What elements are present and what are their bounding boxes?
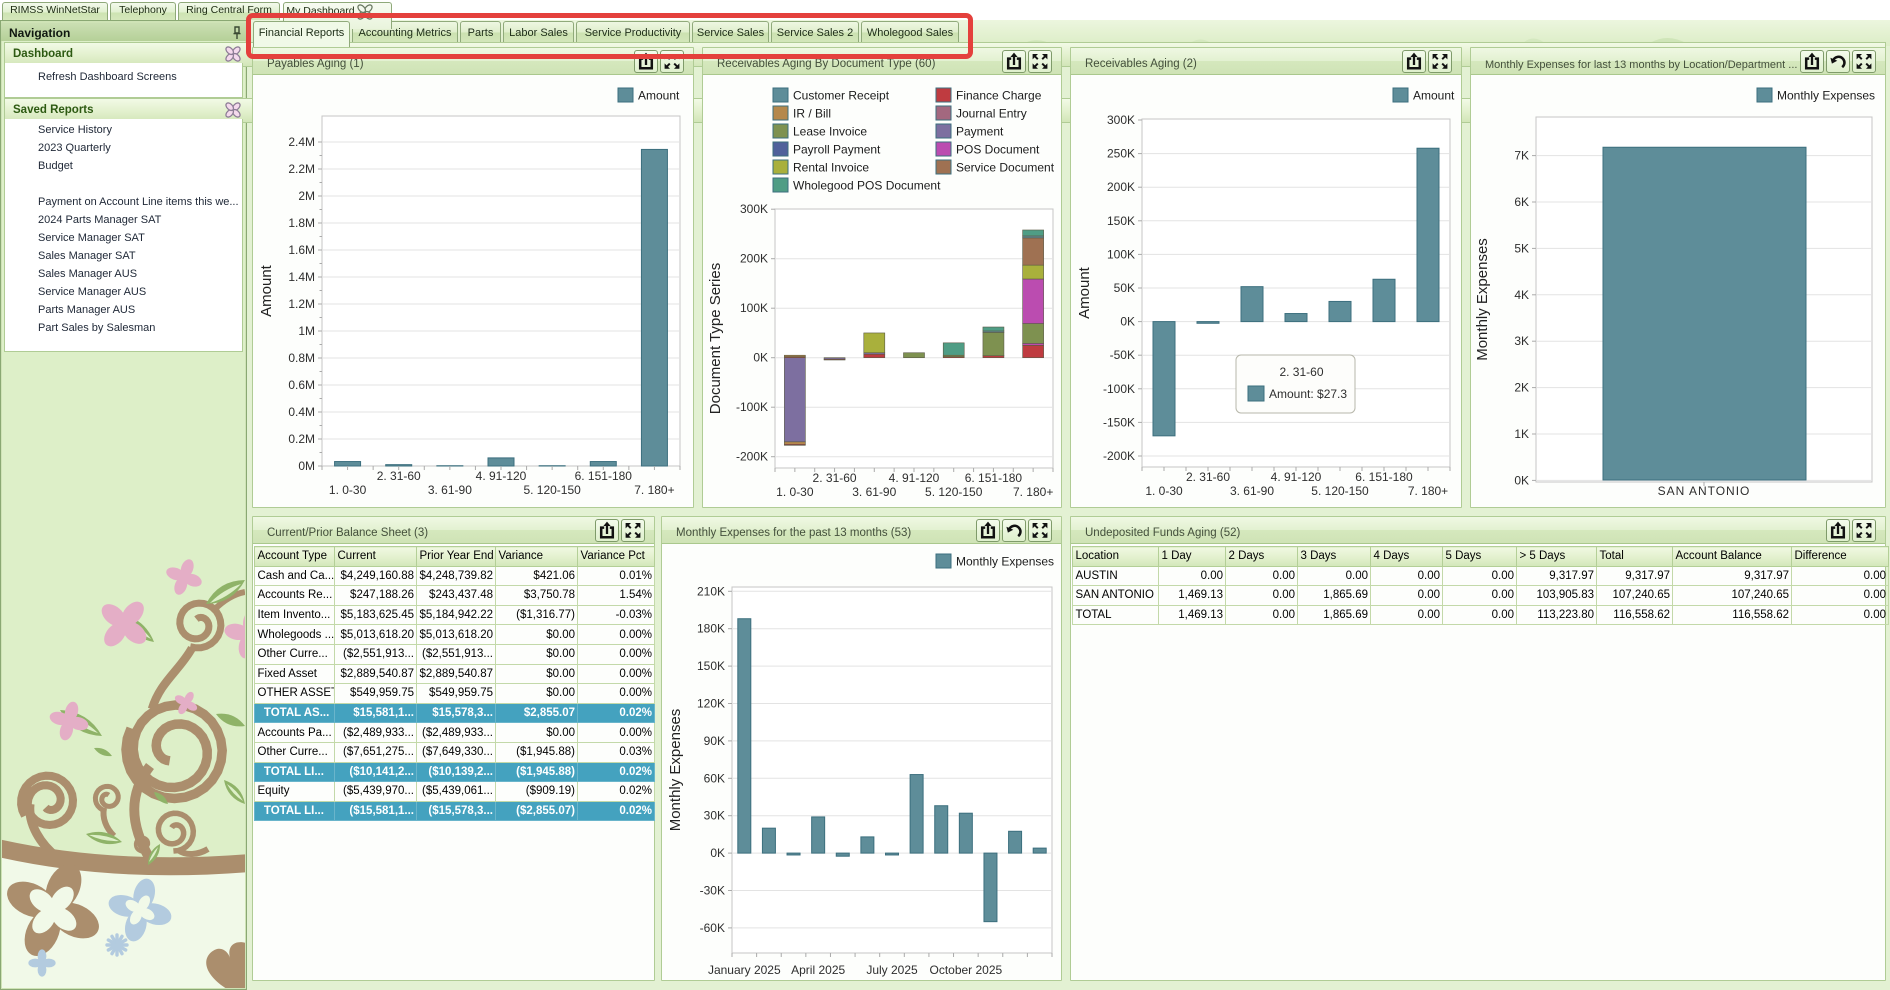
- svg-text:Wholegood POS Document: Wholegood POS Document: [793, 179, 941, 193]
- svg-text:Monthly Expenses: Monthly Expenses: [956, 555, 1054, 569]
- svg-text:250K: 250K: [1107, 147, 1135, 161]
- svg-text:-100K: -100K: [1103, 382, 1135, 396]
- svg-text:1.4M: 1.4M: [288, 270, 315, 284]
- svg-text:1.8M: 1.8M: [288, 216, 315, 230]
- svg-text:200K: 200K: [740, 252, 768, 266]
- svg-text:200K: 200K: [1107, 180, 1135, 194]
- svg-text:2. 31-60: 2. 31-60: [1279, 365, 1323, 379]
- svg-text:Amount: Amount: [638, 89, 680, 103]
- svg-text:2.2M: 2.2M: [288, 162, 315, 176]
- svg-text:Finance Charge: Finance Charge: [956, 89, 1042, 103]
- svg-text:Payroll Payment: Payroll Payment: [793, 143, 881, 157]
- svg-text:150K: 150K: [1107, 214, 1135, 228]
- svg-text:1M: 1M: [298, 324, 315, 338]
- svg-text:-30K: -30K: [700, 884, 725, 898]
- svg-text:0.8M: 0.8M: [288, 351, 315, 365]
- svg-text:-60K: -60K: [700, 921, 725, 935]
- svg-text:2. 31-60: 2. 31-60: [1186, 470, 1230, 484]
- svg-text:0K: 0K: [1120, 315, 1135, 329]
- svg-text:Monthly Expenses: Monthly Expenses: [1474, 238, 1491, 361]
- svg-text:6K: 6K: [1514, 195, 1529, 209]
- svg-text:-200K: -200K: [736, 450, 768, 464]
- svg-text:4. 91-120: 4. 91-120: [889, 471, 940, 485]
- svg-text:1. 0-30: 1. 0-30: [1145, 484, 1183, 498]
- svg-text:Document Type Series: Document Type Series: [707, 263, 724, 414]
- svg-text:3K: 3K: [1514, 334, 1529, 348]
- svg-text:IR / Bill: IR / Bill: [793, 107, 831, 121]
- svg-text:Amount: Amount: [1413, 89, 1455, 103]
- svg-text:300K: 300K: [1107, 113, 1135, 127]
- svg-text:300K: 300K: [740, 202, 768, 216]
- svg-text:July 2025: July 2025: [866, 963, 918, 977]
- svg-text:SAN ANTONIO: SAN ANTONIO: [1658, 484, 1751, 498]
- svg-text:-150K: -150K: [1103, 415, 1135, 429]
- svg-text:120K: 120K: [697, 697, 725, 711]
- svg-text:Amount: $27.3: Amount: $27.3: [1269, 387, 1347, 401]
- svg-text:2. 31-60: 2. 31-60: [377, 469, 421, 483]
- svg-text:7K: 7K: [1514, 149, 1529, 163]
- svg-text:2K: 2K: [1514, 381, 1529, 395]
- svg-text:1. 0-30: 1. 0-30: [776, 485, 814, 499]
- svg-text:7. 180+: 7. 180+: [1408, 484, 1448, 498]
- svg-text:POS Document: POS Document: [956, 143, 1040, 157]
- svg-text:2. 31-60: 2. 31-60: [813, 471, 857, 485]
- svg-text:4K: 4K: [1514, 288, 1529, 302]
- svg-text:4. 91-120: 4. 91-120: [1271, 470, 1322, 484]
- svg-text:0.4M: 0.4M: [288, 405, 315, 419]
- svg-text:30K: 30K: [704, 809, 725, 823]
- svg-text:-50K: -50K: [1110, 348, 1135, 362]
- svg-text:0K: 0K: [1514, 473, 1529, 487]
- svg-text:1. 0-30: 1. 0-30: [329, 483, 367, 497]
- svg-text:1.2M: 1.2M: [288, 297, 315, 311]
- svg-text:Rental Invoice: Rental Invoice: [793, 161, 869, 175]
- svg-text:Monthly Expenses: Monthly Expenses: [667, 709, 684, 832]
- svg-text:Service Document: Service Document: [956, 161, 1055, 175]
- svg-text:Lease Invoice: Lease Invoice: [793, 125, 867, 139]
- svg-text:-200K: -200K: [1103, 449, 1135, 463]
- svg-text:Amount: Amount: [258, 264, 275, 317]
- svg-text:5. 120-150: 5. 120-150: [1311, 484, 1369, 498]
- svg-text:1.6M: 1.6M: [288, 243, 315, 257]
- svg-text:100K: 100K: [740, 301, 768, 315]
- svg-text:210K: 210K: [697, 584, 725, 598]
- svg-text:50K: 50K: [1114, 281, 1135, 295]
- svg-text:2M: 2M: [298, 189, 315, 203]
- svg-text:Monthly Expenses: Monthly Expenses: [1777, 89, 1875, 103]
- svg-text:6. 151-180: 6. 151-180: [575, 469, 633, 483]
- svg-text:3. 61-90: 3. 61-90: [852, 485, 896, 499]
- svg-text:3. 61-90: 3. 61-90: [428, 483, 472, 497]
- svg-text:October 2025: October 2025: [929, 963, 1002, 977]
- svg-text:5. 120-150: 5. 120-150: [925, 485, 983, 499]
- svg-text:6. 151-180: 6. 151-180: [1355, 470, 1413, 484]
- svg-text:Customer Receipt: Customer Receipt: [793, 89, 890, 103]
- svg-text:0.2M: 0.2M: [288, 432, 315, 446]
- svg-text:0K: 0K: [710, 846, 725, 860]
- svg-text:150K: 150K: [697, 659, 725, 673]
- svg-text:6. 151-180: 6. 151-180: [965, 471, 1023, 485]
- svg-text:2.4M: 2.4M: [288, 135, 315, 149]
- svg-text:4. 91-120: 4. 91-120: [476, 469, 527, 483]
- svg-text:1K: 1K: [1514, 427, 1529, 441]
- svg-text:0.6M: 0.6M: [288, 378, 315, 392]
- svg-text:January 2025: January 2025: [708, 963, 781, 977]
- svg-text:5K: 5K: [1514, 241, 1529, 255]
- svg-text:-100K: -100K: [736, 400, 768, 414]
- svg-text:7. 180+: 7. 180+: [634, 483, 674, 497]
- svg-text:3. 61-90: 3. 61-90: [1230, 484, 1274, 498]
- svg-text:0K: 0K: [753, 351, 768, 365]
- svg-text:0M: 0M: [298, 459, 315, 473]
- svg-text:April 2025: April 2025: [791, 963, 845, 977]
- svg-text:Journal Entry: Journal Entry: [956, 107, 1027, 121]
- svg-text:Amount: Amount: [1076, 266, 1093, 319]
- svg-text:90K: 90K: [704, 734, 725, 748]
- svg-text:180K: 180K: [697, 622, 725, 636]
- svg-text:100K: 100K: [1107, 247, 1135, 261]
- svg-text:7. 180+: 7. 180+: [1013, 485, 1053, 499]
- svg-text:Payment: Payment: [956, 125, 1004, 139]
- svg-text:5. 120-150: 5. 120-150: [523, 483, 581, 497]
- svg-text:60K: 60K: [704, 771, 725, 785]
